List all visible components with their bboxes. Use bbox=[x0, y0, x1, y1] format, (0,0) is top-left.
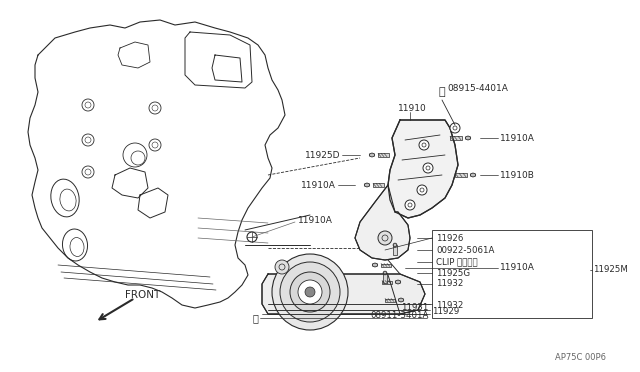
Text: 08911-3401A: 08911-3401A bbox=[371, 311, 429, 321]
Circle shape bbox=[305, 287, 315, 297]
Polygon shape bbox=[465, 136, 470, 140]
Text: 11925D: 11925D bbox=[305, 151, 340, 160]
Circle shape bbox=[419, 140, 429, 150]
Text: CLIP クリップ: CLIP クリップ bbox=[436, 257, 477, 266]
Polygon shape bbox=[399, 298, 404, 302]
Circle shape bbox=[290, 272, 330, 312]
Circle shape bbox=[405, 200, 415, 210]
Polygon shape bbox=[364, 183, 369, 187]
Polygon shape bbox=[369, 153, 374, 157]
Text: 11932: 11932 bbox=[436, 279, 463, 289]
Text: FRONT: FRONT bbox=[125, 290, 160, 300]
Polygon shape bbox=[396, 280, 401, 284]
Polygon shape bbox=[372, 263, 378, 267]
Text: Ⓝ: Ⓝ bbox=[252, 313, 258, 323]
Bar bbox=[378, 153, 389, 157]
Circle shape bbox=[378, 231, 392, 245]
Text: 11929: 11929 bbox=[432, 308, 460, 317]
Circle shape bbox=[272, 254, 348, 330]
Polygon shape bbox=[383, 271, 387, 275]
Bar bbox=[393, 245, 397, 255]
Bar bbox=[455, 173, 467, 177]
Text: 11910A: 11910A bbox=[500, 263, 535, 273]
Circle shape bbox=[280, 262, 340, 322]
Polygon shape bbox=[355, 185, 410, 260]
Polygon shape bbox=[262, 274, 425, 314]
Text: 11931: 11931 bbox=[401, 302, 428, 311]
Bar bbox=[381, 263, 391, 266]
Text: 11925G: 11925G bbox=[436, 269, 470, 278]
Text: Ⓥ: Ⓥ bbox=[438, 87, 445, 97]
Circle shape bbox=[247, 232, 257, 242]
Text: 00922-5061A: 00922-5061A bbox=[436, 246, 494, 254]
Circle shape bbox=[417, 185, 427, 195]
Bar bbox=[432, 230, 592, 318]
Bar bbox=[373, 183, 384, 187]
Bar bbox=[382, 280, 392, 283]
Text: 08915-4401A: 08915-4401A bbox=[447, 83, 508, 93]
Circle shape bbox=[298, 280, 322, 304]
Bar bbox=[385, 298, 395, 301]
Text: 11910A: 11910A bbox=[500, 134, 535, 142]
Text: 11910A: 11910A bbox=[301, 180, 336, 189]
Bar bbox=[450, 136, 462, 140]
Polygon shape bbox=[393, 243, 397, 247]
Polygon shape bbox=[388, 120, 458, 218]
Bar bbox=[383, 273, 387, 283]
Text: 11910A: 11910A bbox=[298, 215, 333, 224]
Circle shape bbox=[450, 123, 460, 133]
Text: 11925M: 11925M bbox=[593, 266, 628, 275]
Circle shape bbox=[275, 260, 289, 274]
Text: 11910: 11910 bbox=[398, 103, 427, 112]
Text: 11910B: 11910B bbox=[500, 170, 535, 180]
Text: AP75C 00P6: AP75C 00P6 bbox=[555, 353, 606, 362]
Text: 11926: 11926 bbox=[436, 234, 463, 243]
Text: 11932: 11932 bbox=[436, 301, 463, 310]
Circle shape bbox=[423, 163, 433, 173]
Polygon shape bbox=[470, 173, 476, 177]
